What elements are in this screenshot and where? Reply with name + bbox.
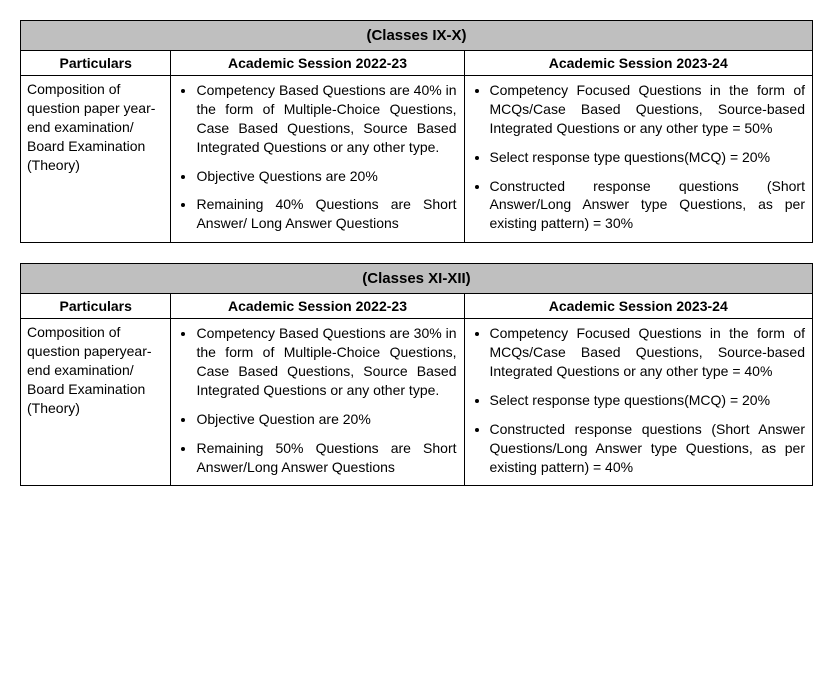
- col-header-session2: Academic Session 2023-24: [464, 294, 813, 319]
- list-item: Remaining 40% Questions are Short Answer…: [196, 195, 456, 237]
- session2-cell: Competency Focused Questions in the form…: [464, 319, 813, 486]
- title-row: (Classes XI-XII): [21, 264, 813, 294]
- col-header-particulars: Particulars: [21, 51, 171, 76]
- list-item: Objective Questions are 20%: [196, 167, 456, 196]
- bullet-list: Competency Focused Questions in the form…: [466, 320, 812, 484]
- table-classes-xi-xii: (Classes XI-XII) Particulars Academic Se…: [20, 263, 813, 486]
- col-header-session1: Academic Session 2022-23: [171, 294, 464, 319]
- title-row: (Classes IX-X): [21, 21, 813, 51]
- list-item: Constructed response questions (Short An…: [490, 177, 806, 238]
- list-item: Competency Based Questions are 40% in th…: [196, 81, 456, 167]
- table-row: Composition of question paperyear-end ex…: [21, 319, 813, 486]
- col-header-session1: Academic Session 2022-23: [171, 51, 464, 76]
- list-item: Competency Focused Questions in the form…: [490, 81, 806, 148]
- particulars-cell: Composition of question paperyear-end ex…: [21, 319, 171, 486]
- particulars-cell: Composition of question paper year-end e…: [21, 76, 171, 243]
- session2-cell: Competency Focused Questions in the form…: [464, 76, 813, 243]
- col-header-session2: Academic Session 2023-24: [464, 51, 813, 76]
- bullet-list: Competency Based Questions are 30% in th…: [172, 320, 462, 484]
- header-row: Particulars Academic Session 2022-23 Aca…: [21, 294, 813, 319]
- list-item: Select response type questions(MCQ) = 20…: [490, 391, 806, 420]
- list-item: Objective Question are 20%: [196, 410, 456, 439]
- col-header-particulars: Particulars: [21, 294, 171, 319]
- table-title: (Classes IX-X): [21, 21, 813, 51]
- session1-cell: Competency Based Questions are 40% in th…: [171, 76, 464, 243]
- bullet-list: Competency Based Questions are 40% in th…: [172, 77, 462, 241]
- header-row: Particulars Academic Session 2022-23 Aca…: [21, 51, 813, 76]
- list-item: Remaining 50% Questions are Short Answer…: [196, 439, 456, 481]
- list-item: Competency Based Questions are 30% in th…: [196, 324, 456, 410]
- session1-cell: Competency Based Questions are 30% in th…: [171, 319, 464, 486]
- list-item: Competency Focused Questions in the form…: [490, 324, 806, 391]
- bullet-list: Competency Focused Questions in the form…: [466, 77, 812, 241]
- list-item: Constructed response questions (Short An…: [490, 420, 806, 481]
- list-item: Select response type questions(MCQ) = 20…: [490, 148, 806, 177]
- table-title: (Classes XI-XII): [21, 264, 813, 294]
- table-row: Composition of question paper year-end e…: [21, 76, 813, 243]
- table-classes-ix-x: (Classes IX-X) Particulars Academic Sess…: [20, 20, 813, 243]
